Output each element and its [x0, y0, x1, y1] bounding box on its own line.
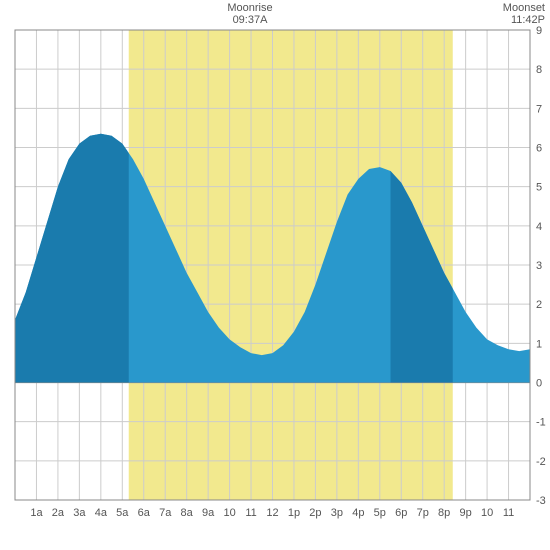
- x-tick: 11: [245, 507, 256, 519]
- x-tick: 2p: [309, 507, 321, 519]
- moonrise-block: Moonrise 09:37A: [210, 2, 290, 26]
- y-tick: 7: [536, 103, 542, 115]
- moonset-label: Moonset: [485, 2, 545, 14]
- x-tick: 10: [481, 507, 493, 519]
- moonset-block: Moonset 11:42P: [485, 2, 545, 26]
- x-tick: 4p: [352, 507, 364, 519]
- y-tick: 2: [536, 299, 542, 311]
- y-tick: 4: [536, 221, 542, 233]
- x-tick: 12: [266, 507, 278, 519]
- x-tick: 9p: [460, 507, 472, 519]
- chart-svg: -3-2-101234567891a2a3a4a5a6a7a8a9a101112…: [0, 0, 550, 550]
- x-tick: 1a: [30, 507, 43, 519]
- y-tick: 3: [536, 260, 542, 272]
- x-tick: 4a: [95, 507, 108, 519]
- x-tick: 9a: [202, 507, 215, 519]
- x-tick: 5a: [116, 507, 129, 519]
- x-tick: 3p: [331, 507, 343, 519]
- x-tick: 5p: [374, 507, 386, 519]
- x-tick: 2a: [52, 507, 65, 519]
- x-tick: 6a: [138, 507, 151, 519]
- y-tick: 6: [536, 143, 542, 155]
- x-tick: 11: [503, 507, 514, 519]
- x-tick: 1p: [288, 507, 300, 519]
- x-tick: 8a: [181, 507, 194, 519]
- y-tick: -1: [536, 417, 546, 429]
- x-tick: 8p: [438, 507, 450, 519]
- y-tick: -2: [536, 456, 546, 468]
- y-tick: 1: [536, 338, 542, 350]
- x-tick: 10: [223, 507, 235, 519]
- y-tick: 5: [536, 182, 542, 194]
- moonset-time: 11:42P: [485, 14, 545, 26]
- moonrise-time: 09:37A: [210, 14, 290, 26]
- tide-chart: Moonrise 09:37A Moonset 11:42P -3-2-1012…: [0, 0, 550, 550]
- x-tick: 7a: [159, 507, 172, 519]
- y-tick: 9: [536, 25, 542, 37]
- y-tick: -3: [536, 495, 546, 507]
- y-tick: 0: [536, 378, 542, 390]
- moonrise-label: Moonrise: [210, 2, 290, 14]
- x-tick: 3a: [73, 507, 86, 519]
- y-tick: 8: [536, 64, 542, 76]
- x-tick: 7p: [417, 507, 429, 519]
- x-tick: 6p: [395, 507, 407, 519]
